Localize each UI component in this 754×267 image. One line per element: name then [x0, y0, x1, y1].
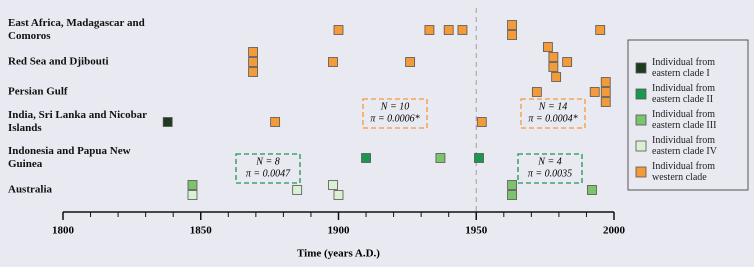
legend-swatch	[635, 62, 647, 74]
data-point	[292, 185, 303, 195]
data-point	[187, 190, 198, 200]
annotation-text: π = 0.0006*	[370, 113, 419, 124]
data-point	[474, 153, 484, 163]
data-point	[562, 57, 573, 67]
annotation-text: N = 4	[537, 156, 561, 167]
legend-label: Individual from eastern clade II	[652, 83, 716, 105]
data-point	[333, 25, 344, 35]
annotation-box	[520, 98, 586, 129]
data-point	[333, 190, 344, 200]
legend-swatch	[635, 140, 647, 152]
row-label: Australia	[8, 183, 52, 196]
data-point	[548, 52, 559, 62]
row-label: East Africa, Madagascar and Comoros	[8, 17, 145, 42]
data-point	[531, 87, 542, 97]
data-point	[424, 25, 435, 35]
data-point	[595, 25, 606, 35]
data-point	[507, 30, 517, 40]
annotation-text: π = 0.0004*	[528, 113, 577, 124]
legend-label: Individual from western clade	[652, 161, 716, 183]
data-point	[328, 57, 338, 67]
data-point	[248, 47, 258, 57]
annotation-text: π = 0.0047	[246, 168, 291, 179]
data-point	[600, 87, 611, 97]
x-tick-label: 1800	[52, 225, 75, 237]
data-point	[551, 72, 562, 82]
data-point	[507, 180, 517, 190]
x-tick-label: 1950	[465, 225, 488, 237]
x-axis-label: Time (years A.D.)	[297, 248, 380, 260]
data-point	[600, 97, 611, 107]
data-point	[328, 180, 338, 190]
x-tick-label: 1900	[328, 225, 351, 237]
x-tick-label: 1850	[190, 225, 213, 237]
data-point	[435, 153, 446, 163]
data-point	[457, 25, 468, 35]
annotation-box	[517, 153, 583, 184]
data-point	[507, 190, 517, 200]
data-point	[187, 180, 198, 190]
data-point	[600, 77, 611, 87]
x-tick-label: 2000	[603, 225, 626, 237]
data-point	[361, 153, 371, 163]
data-point	[248, 57, 258, 67]
annotation-text: π = 0.0035	[528, 168, 572, 179]
legend-label: Individual from eastern clade IV	[652, 135, 717, 157]
legend-box	[627, 39, 749, 191]
legend-swatch	[635, 166, 647, 178]
data-point	[589, 87, 600, 97]
legend-label: Individual from eastern clade I	[652, 57, 716, 79]
data-point	[443, 25, 454, 35]
legend-swatch	[635, 88, 647, 100]
data-point	[162, 117, 173, 127]
annotation-box	[362, 98, 428, 129]
annotation-text: N = 14	[538, 101, 567, 112]
row-label: Indonesia and Papua New Guinea	[8, 145, 131, 170]
data-point	[587, 185, 597, 195]
data-point	[476, 117, 487, 127]
data-point	[548, 62, 559, 72]
data-point	[248, 67, 258, 77]
row-label: India, Sri Lanka and Nicobar Islands	[8, 109, 147, 134]
data-point	[270, 117, 281, 127]
legend-swatch	[635, 114, 647, 126]
legend-label: Individual from eastern clade III	[652, 109, 717, 131]
annotation-box	[235, 153, 301, 184]
data-point	[405, 57, 416, 67]
annotation-text: N = 8	[255, 156, 279, 167]
row-label: Persian Gulf	[8, 85, 68, 98]
row-label: Red Sea and Djibouti	[8, 55, 109, 68]
annotation-text: N = 10	[380, 101, 409, 112]
data-point	[542, 42, 553, 52]
data-point	[507, 20, 517, 30]
